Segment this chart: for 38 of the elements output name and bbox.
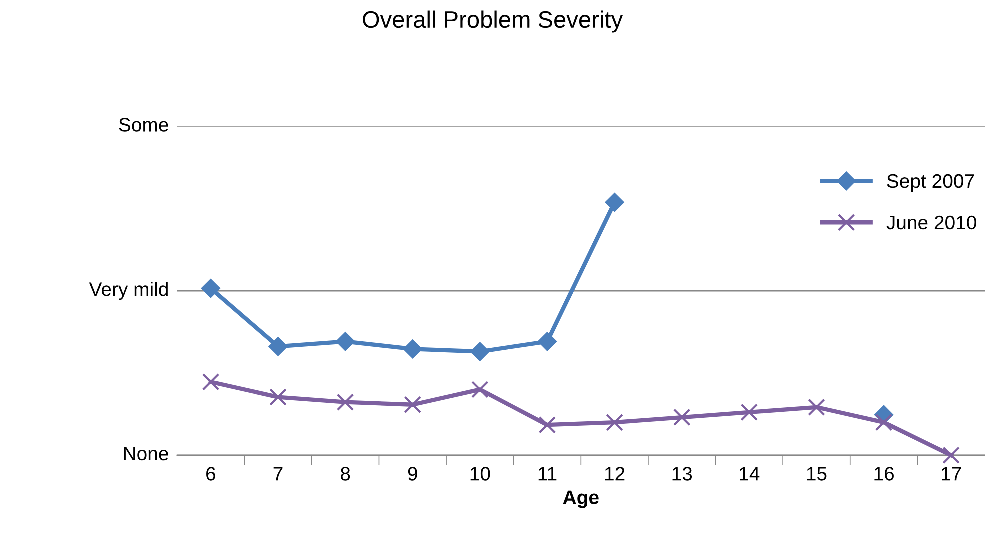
point [201, 278, 220, 298]
x-tick-label: 14 [740, 467, 760, 481]
point [538, 332, 558, 352]
point [605, 193, 624, 212]
x-tick-label: 11 [538, 467, 557, 481]
point [808, 398, 826, 416]
point [875, 414, 893, 432]
point [606, 414, 624, 432]
x-tick-label: 16 [874, 467, 894, 481]
legend-label: June 2010 [886, 216, 976, 230]
ref-line-label: Very mild [89, 282, 168, 300]
legend-label: Sept 2007 [887, 174, 974, 192]
point [336, 394, 354, 412]
x-tick-label: 9 [408, 467, 418, 481]
point [270, 388, 287, 406]
point [472, 381, 489, 398]
point [202, 373, 220, 391]
chart-title: Overall Problem Severity [363, 10, 624, 33]
point [404, 396, 422, 414]
point [673, 408, 691, 426]
point [403, 340, 422, 359]
ref-line-label: None [124, 447, 168, 461]
x-tick-label: 6 [206, 467, 216, 481]
point [538, 416, 556, 434]
x-tick-label: 12 [605, 467, 625, 481]
point [336, 332, 356, 352]
x-tick-label: 17 [942, 467, 962, 481]
ref-line-label: Some [119, 118, 168, 132]
point [470, 342, 490, 362]
x-tick-label: 8 [341, 467, 350, 481]
x-tick-label: 15 [807, 467, 827, 481]
x-axis-title: Age [563, 490, 599, 508]
x-tick-label: 7 [274, 467, 283, 481]
point [942, 446, 960, 464]
point [740, 404, 758, 422]
x-tick-label: 10 [470, 467, 490, 481]
x-tick-label: 13 [672, 467, 692, 481]
point [268, 337, 288, 356]
